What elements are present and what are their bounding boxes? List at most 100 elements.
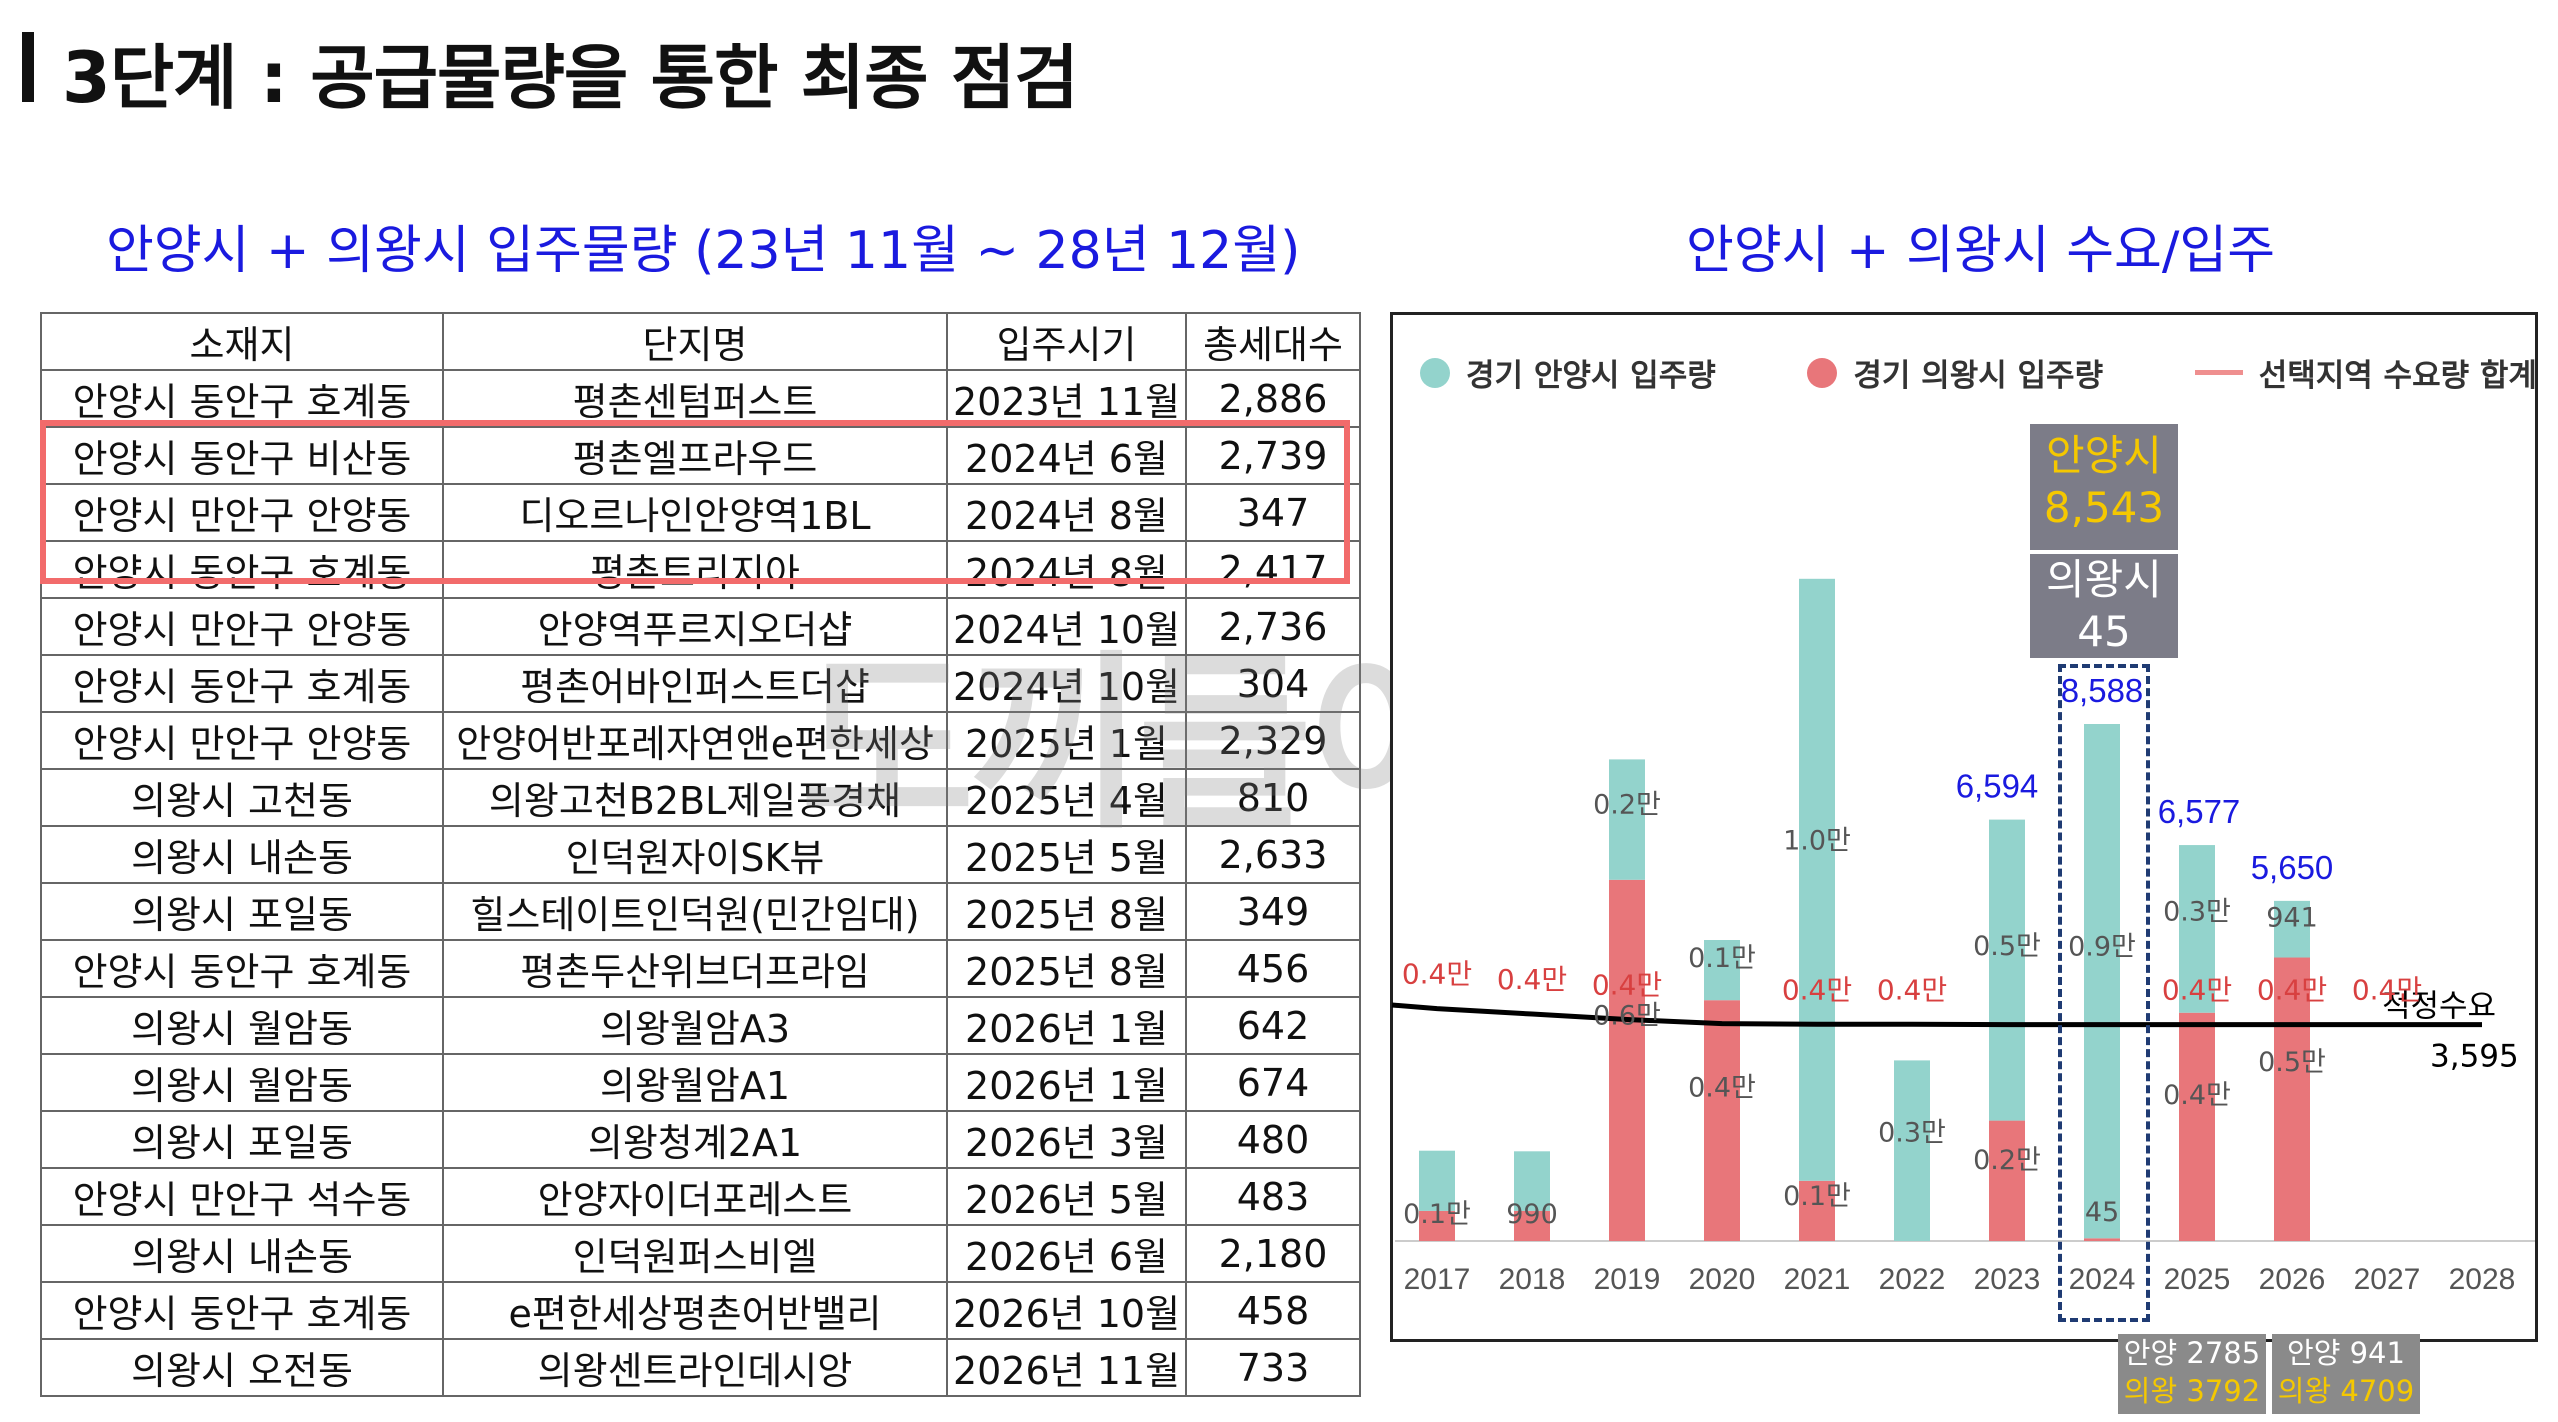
cell-move-in: 2026년 1월 — [946, 996, 1187, 1055]
table-row: 의왕시 포일동 힐스테이트인덕원(민간임대) 2025년 8월 349 — [40, 882, 1361, 941]
bar-uiwang — [2179, 1012, 2215, 1241]
table-row: 안양시 만안구 안양동 안양역푸르지오더샵 2024년 10월 2,736 — [40, 597, 1361, 656]
callout-uiwang-value: 45 — [2077, 607, 2131, 656]
cell-location: 안양시 동안구 호계동 — [40, 369, 444, 428]
cell-units: 458 — [1185, 1281, 1361, 1340]
cell-units: 483 — [1185, 1167, 1361, 1226]
cell-move-in: 2025년 8월 — [946, 882, 1187, 941]
bar-label-uiwang: 0.4만 — [2163, 1080, 2231, 1111]
bar-label-uiwang: 0.1만 — [1783, 1181, 1851, 1212]
x-tick-label: 2023 — [1974, 1263, 2041, 1296]
bar-uiwang — [2274, 957, 2310, 1241]
cell-location: 안양시 동안구 비산동 — [40, 426, 444, 485]
demand-bar-label: 0.4만 — [2352, 974, 2422, 1007]
title-bar-marker — [22, 32, 34, 102]
cell-units: 2,739 — [1185, 426, 1361, 485]
bar-anyang — [1989, 819, 2025, 1121]
cell-move-in: 2026년 3월 — [946, 1110, 1187, 1169]
cell-units: 810 — [1185, 768, 1361, 827]
box-2026: 안양 941 의왕 4709 — [2272, 1334, 2420, 1414]
legend-anyang-label: 경기 안양시 입주량 — [1466, 358, 1716, 394]
cell-location: 안양시 만안구 안양동 — [40, 483, 444, 542]
cell-units: 2,417 — [1185, 540, 1361, 599]
cell-complex: 안양역푸르지오더샵 — [442, 597, 948, 656]
demand-value: 3,595 — [2430, 1039, 2519, 1075]
table-row: 안양시 만안구 안양동 안양어반포레자연앤e편한세상 2025년 1월 2,329 — [40, 711, 1361, 770]
bar-anyang — [2179, 845, 2215, 1013]
demand-bar-label: 0.4만 — [1592, 968, 1662, 1001]
box-2026-anyang: 안양 941 — [2287, 1336, 2405, 1370]
col-header-complex: 단지명 — [442, 312, 948, 371]
cell-location: 안양시 만안구 석수동 — [40, 1167, 444, 1226]
cell-complex: 평촌엘프라우드 — [442, 426, 948, 485]
total-label: 8,588 — [2061, 672, 2144, 709]
cell-move-in: 2025년 5월 — [946, 825, 1187, 884]
cell-complex: 안양자이더포레스트 — [442, 1167, 948, 1226]
callout-anyang-label: 안양시 — [2046, 431, 2162, 480]
bar-uiwang — [1514, 1210, 1550, 1241]
box-2025-uiwang: 의왕 3792 — [2123, 1374, 2261, 1408]
legend-anyang-dot — [1420, 357, 1450, 388]
chart-subtitle: 안양시 + 의왕시 수요/입주 — [1686, 221, 2276, 281]
cell-units: 480 — [1185, 1110, 1361, 1169]
bar-uiwang — [2084, 1238, 2120, 1241]
bar-label-uiwang: 0.1만 — [1403, 1199, 1471, 1230]
cell-move-in: 2024년 8월 — [946, 483, 1187, 542]
cell-complex: 힐스테이트인덕원(민간임대) — [442, 882, 948, 941]
cell-move-in: 2024년 6월 — [946, 426, 1187, 485]
bar-label-anyang: 941 — [2266, 902, 2318, 933]
table-row: 안양시 동안구 호계동 평촌트리지아 2024년 8월 2,417 — [40, 540, 1361, 599]
legend-uiwang-label: 경기 의왕시 입주량 — [1853, 358, 2104, 394]
cell-units: 2,886 — [1185, 369, 1361, 428]
cell-units: 2,736 — [1185, 597, 1361, 656]
table-row: 안양시 만안구 석수동 안양자이더포레스트 2026년 5월 483 — [40, 1167, 1361, 1226]
col-header-move-in: 입주시기 — [946, 312, 1187, 371]
demand-bar-label: 0.4만 — [1877, 973, 1947, 1006]
cell-location: 의왕시 내손동 — [40, 825, 444, 884]
bar-label-anyang: 0.1만 — [1688, 943, 1756, 974]
bar-anyang — [1609, 759, 1645, 880]
bar-uiwang — [1609, 879, 1645, 1241]
chart-frame — [1390, 312, 2538, 1342]
total-label: 6,577 — [2158, 793, 2241, 830]
table-row: 안양시 동안구 호계동 e편한세상평촌어반밸리 2026년 10월 458 — [40, 1281, 1361, 1340]
total-label: 5,650 — [2251, 849, 2334, 886]
table-header-row: 소재지 단지명 입주시기 총세대수 — [40, 312, 1361, 371]
col-header-location: 소재지 — [40, 312, 444, 371]
x-tick-label: 2024 — [2069, 1263, 2136, 1296]
bar-label-uiwang: 0.4만 — [1688, 1073, 1756, 1104]
bar-label-anyang: 0.9만 — [2068, 931, 2136, 962]
x-tick-label: 2028 — [2449, 1263, 2516, 1296]
x-tick-label: 2017 — [1404, 1263, 1471, 1296]
cell-move-in: 2026년 1월 — [946, 1053, 1187, 1112]
demand-bar-label: 0.4만 — [1402, 958, 1472, 991]
cell-units: 642 — [1185, 996, 1361, 1055]
bar-label-uiwang: 990 — [1506, 1199, 1558, 1230]
bar-label-uiwang: 0.6만 — [1593, 1000, 1661, 1031]
bar-anyang — [2274, 900, 2310, 958]
cell-units: 347 — [1185, 483, 1361, 542]
table-row: 의왕시 월암동 의왕월암A3 2026년 1월 642 — [40, 996, 1361, 1055]
bar-anyang — [1799, 578, 1835, 1181]
bar-anyang — [1419, 1150, 1455, 1211]
cell-location: 의왕시 포일동 — [40, 1110, 444, 1169]
x-tick-label: 2018 — [1499, 1263, 1566, 1296]
legend-demand-label: 선택지역 수요량 합계 — [2258, 358, 2537, 394]
cell-move-in: 2025년 1월 — [946, 711, 1187, 770]
chart-legend: 경기 안양시 입주량 경기 의왕시 입주량 선택지역 수요량 합계 — [1420, 350, 2537, 395]
cell-move-in: 2025년 4월 — [946, 768, 1187, 827]
cell-move-in: 2023년 11월 — [946, 369, 1187, 428]
bar-anyang — [1704, 940, 1740, 1001]
demand-bar-label: 0.4만 — [1782, 973, 1852, 1006]
cell-move-in: 2026년 10월 — [946, 1281, 1187, 1340]
cell-units: 2,180 — [1185, 1224, 1361, 1283]
bar-uiwang — [1704, 1000, 1740, 1241]
cell-complex: 의왕청계2A1 — [442, 1110, 948, 1169]
table-row: 의왕시 월암동 의왕월암A1 2026년 1월 674 — [40, 1053, 1361, 1112]
cell-units: 733 — [1185, 1338, 1361, 1397]
table-subtitle: 안양시 + 의왕시 입주물량 (23년 11월 ~ 28년 12월) — [106, 221, 1301, 281]
demand-bar-label: 0.4만 — [2162, 974, 2232, 1007]
cell-complex: 안양어반포레자연앤e편한세상 — [442, 711, 948, 770]
cell-move-in: 2026년 6월 — [946, 1224, 1187, 1283]
demand-label: 적정수요 — [2382, 989, 2496, 1025]
